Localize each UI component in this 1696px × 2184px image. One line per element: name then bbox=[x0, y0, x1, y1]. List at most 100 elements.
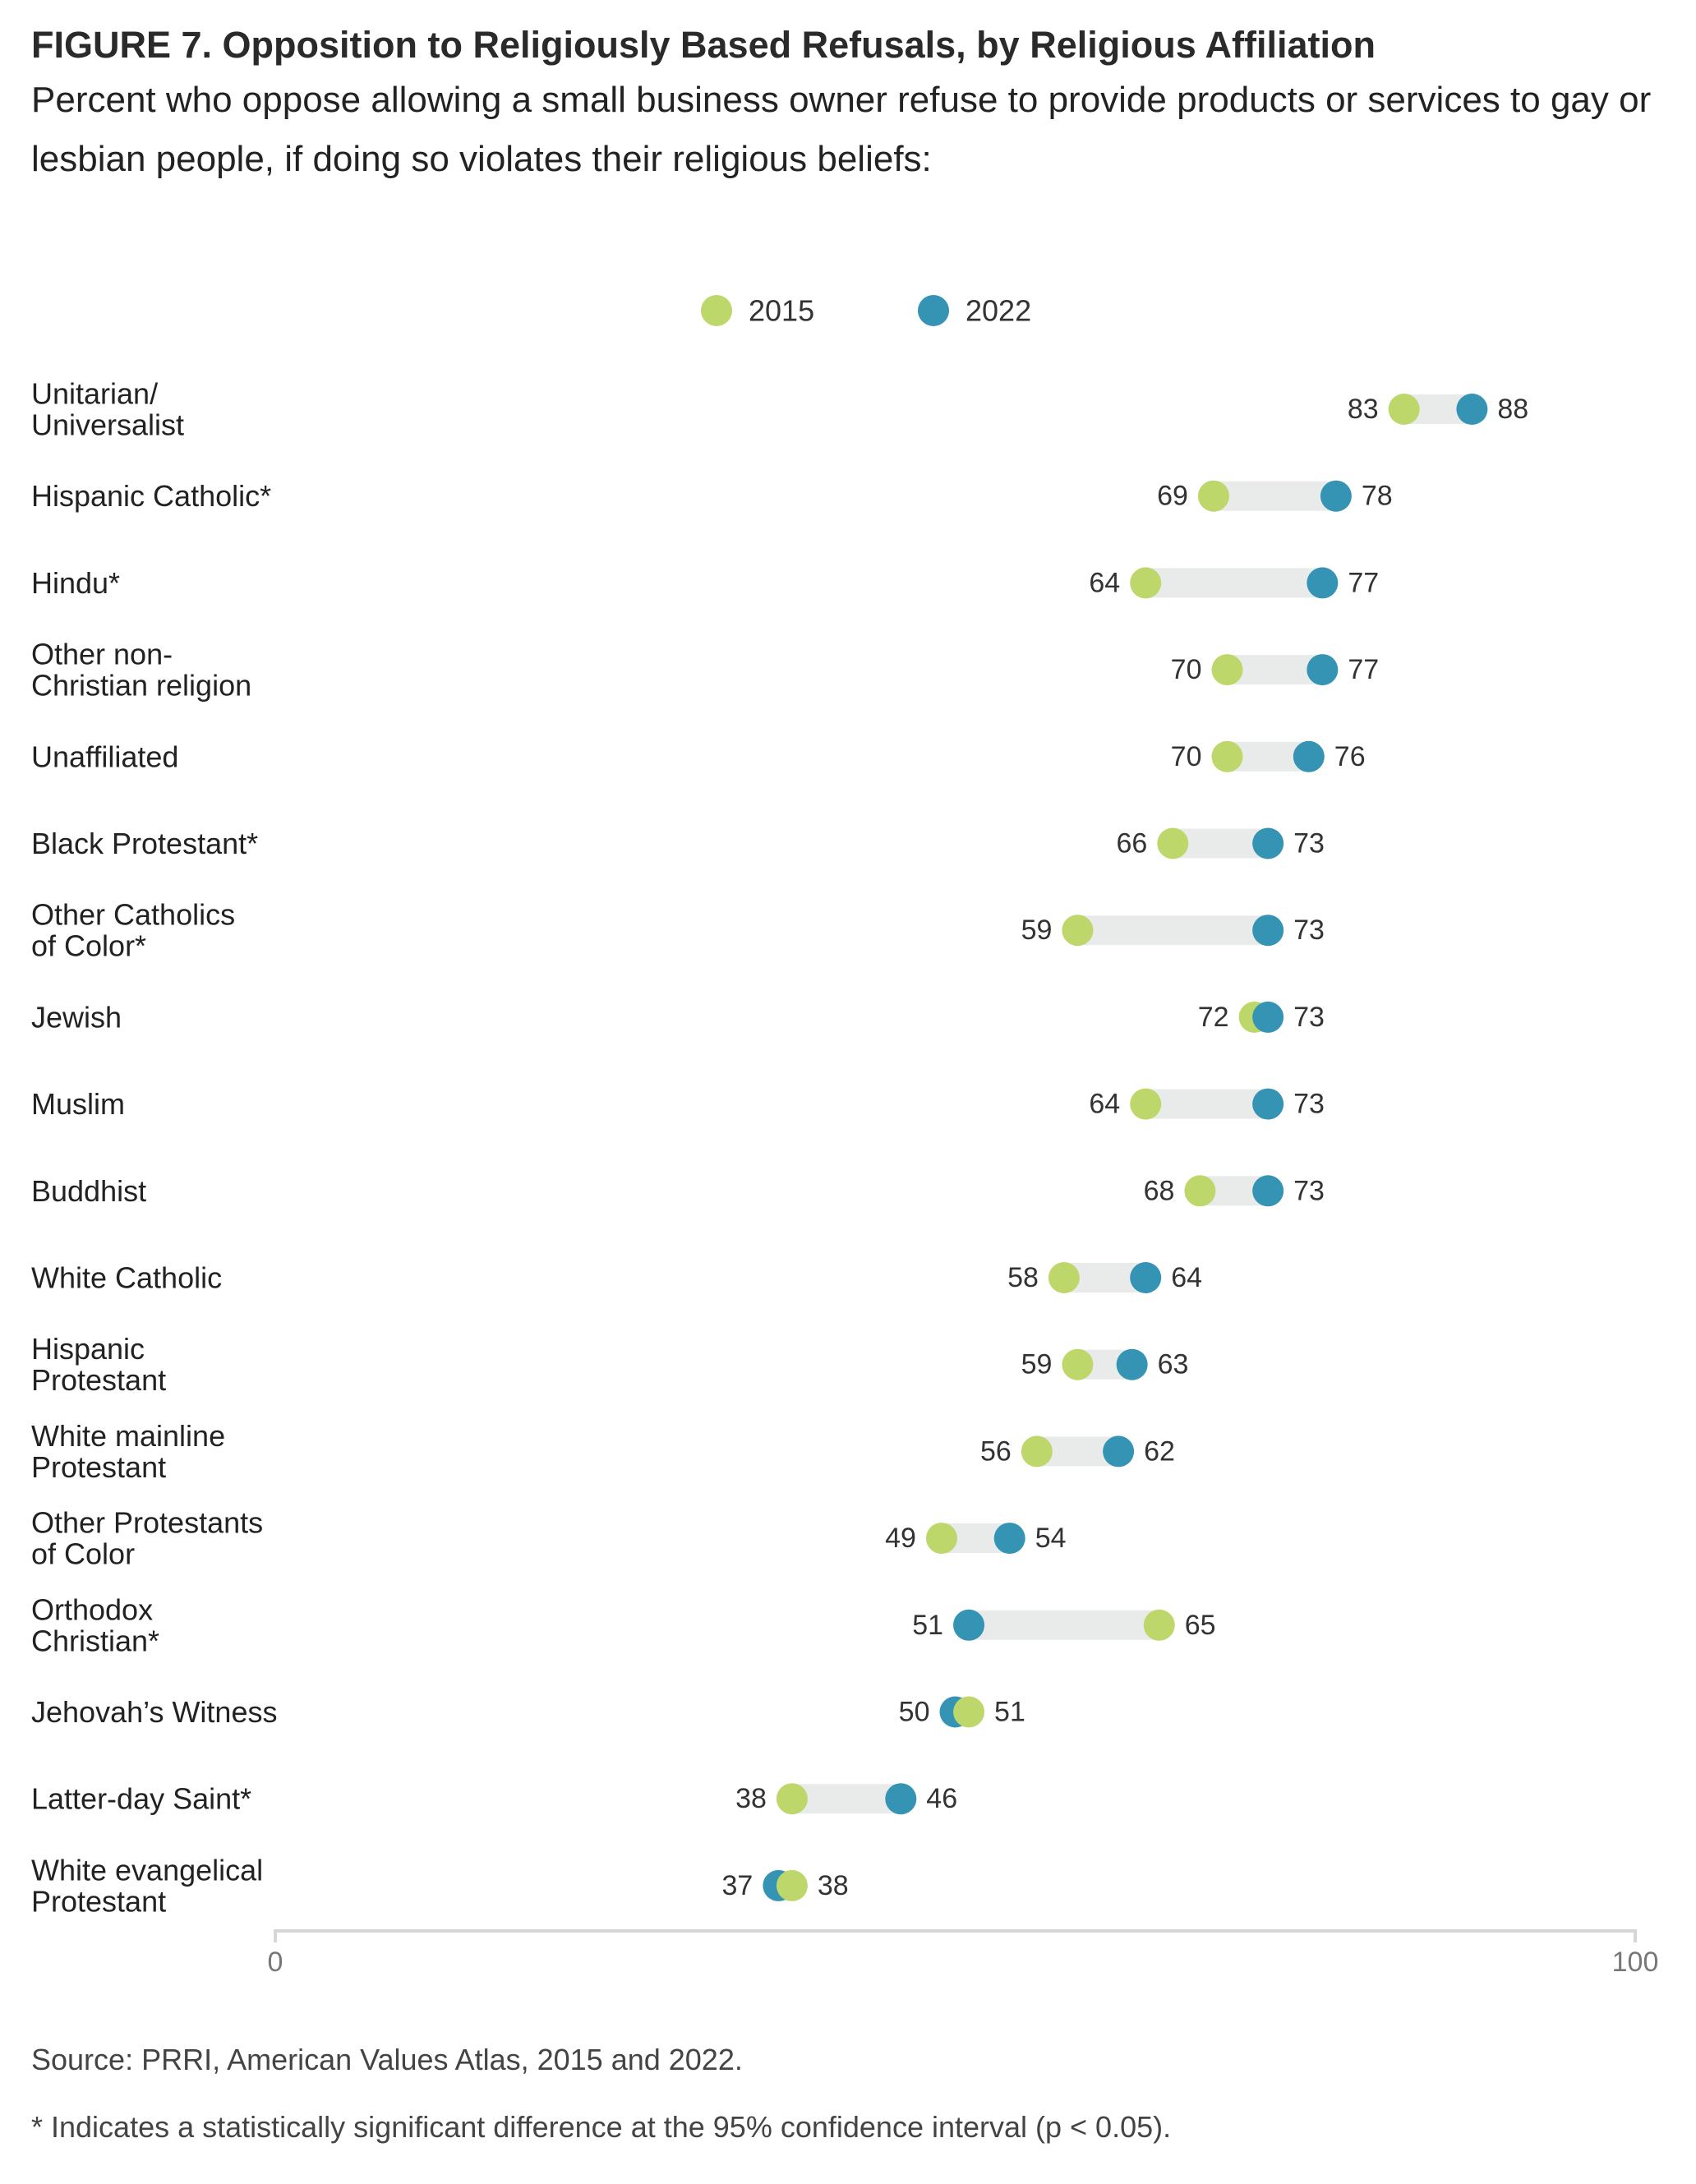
category-label: Unitarian/Universalist bbox=[31, 377, 184, 442]
point-2015 bbox=[1211, 740, 1243, 772]
category-label: Other non-Christian religion bbox=[31, 638, 251, 703]
range-track bbox=[791, 1784, 901, 1814]
value-label-2015: 70 bbox=[1171, 741, 1202, 772]
value-label-2015: 59 bbox=[1021, 915, 1053, 946]
point-2022 bbox=[993, 1523, 1025, 1555]
point-2015 bbox=[776, 1783, 808, 1815]
value-label-2022: 63 bbox=[1158, 1349, 1189, 1380]
category-label: Hispanic Protestant bbox=[31, 1332, 166, 1397]
value-label-2015: 58 bbox=[1007, 1262, 1039, 1293]
value-label-2015: 64 bbox=[1089, 1089, 1120, 1120]
value-label-2015: 49 bbox=[885, 1523, 916, 1554]
value-label-2022: 54 bbox=[1035, 1523, 1067, 1554]
x-tick-label: 0 bbox=[268, 1947, 283, 1978]
value-label-2022: 50 bbox=[899, 1697, 930, 1728]
range-track bbox=[1173, 828, 1269, 859]
category-label: Other Catholics of Color* bbox=[31, 898, 235, 963]
point-2015 bbox=[953, 1696, 985, 1728]
value-label-2015: 68 bbox=[1144, 1175, 1175, 1206]
value-label-2015: 38 bbox=[818, 1870, 849, 1901]
legend-label-2022: 2022 bbox=[966, 294, 1031, 328]
value-label-2015: 65 bbox=[1185, 1610, 1216, 1641]
value-label-2015: 83 bbox=[1348, 394, 1379, 425]
category-label: Orthodox Christian* bbox=[31, 1592, 159, 1657]
chart-header: FIGURE 7. Opposition to Religiously Base… bbox=[31, 20, 1666, 189]
point-2015 bbox=[1021, 1435, 1053, 1468]
category-label: Jehovah’s Witness bbox=[31, 1695, 277, 1729]
point-2022 bbox=[1320, 480, 1352, 512]
value-label-2022: 78 bbox=[1362, 481, 1393, 512]
legend-marker-2022 bbox=[918, 295, 949, 326]
point-2022 bbox=[953, 1609, 985, 1641]
category-label: White Catholic bbox=[31, 1261, 222, 1295]
point-2022 bbox=[1103, 1435, 1135, 1468]
category-label: Latter-day Saint* bbox=[31, 1782, 251, 1816]
point-2022 bbox=[1307, 567, 1339, 599]
value-label-2022: 73 bbox=[1293, 1089, 1325, 1120]
value-label-2022: 64 bbox=[1171, 1262, 1202, 1293]
point-2022 bbox=[1130, 1262, 1162, 1293]
value-label-2022: 37 bbox=[722, 1870, 754, 1901]
value-label-2022: 73 bbox=[1293, 915, 1325, 946]
legend-label-2015: 2015 bbox=[749, 294, 814, 328]
category-label: White mainline Protestant bbox=[31, 1419, 225, 1484]
point-2015 bbox=[1197, 480, 1229, 512]
value-label-2022: 73 bbox=[1293, 1175, 1325, 1206]
value-label-2015: 56 bbox=[980, 1435, 1012, 1467]
point-2022 bbox=[1252, 915, 1284, 947]
point-2015 bbox=[1062, 1348, 1094, 1380]
range-track bbox=[1213, 481, 1336, 511]
point-2015 bbox=[1130, 1088, 1162, 1120]
point-2015 bbox=[776, 1869, 808, 1901]
category-label: Muslim bbox=[31, 1087, 125, 1121]
point-2015 bbox=[1143, 1609, 1175, 1641]
point-2022 bbox=[1116, 1348, 1148, 1380]
category-label: Buddhist bbox=[31, 1174, 146, 1208]
range-track bbox=[969, 1610, 1159, 1640]
category-label: Other Protestants of Color bbox=[31, 1506, 263, 1571]
source-note: Source: PRRI, American Values Atlas, 201… bbox=[31, 2043, 743, 2076]
value-label-2015: 69 bbox=[1157, 481, 1188, 512]
value-label-2022: 77 bbox=[1348, 654, 1379, 685]
legend-marker-2015 bbox=[701, 295, 732, 326]
point-2015 bbox=[1184, 1175, 1216, 1207]
dumbbell-chart: 2015 2022 Unitarian/Universalist 83 88 Hispan… bbox=[31, 294, 1659, 1979]
point-2015 bbox=[1157, 827, 1189, 859]
point-2022 bbox=[1252, 1175, 1284, 1207]
value-label-2015: 51 bbox=[994, 1697, 1025, 1728]
point-2022 bbox=[1307, 654, 1339, 686]
value-label-2022: 76 bbox=[1334, 741, 1366, 772]
x-tick-label: 100 bbox=[1612, 1947, 1659, 1978]
value-label-2015: 64 bbox=[1089, 567, 1120, 598]
value-label-2015: 38 bbox=[735, 1783, 767, 1814]
point-2022 bbox=[1293, 740, 1325, 772]
chart-title: FIGURE 7. Opposition to Religiously Base… bbox=[31, 24, 1376, 66]
point-2015 bbox=[925, 1523, 957, 1555]
value-label-2015: 72 bbox=[1198, 1002, 1229, 1033]
point-2022 bbox=[1252, 1088, 1284, 1120]
point-2015 bbox=[1388, 394, 1420, 425]
range-track bbox=[1227, 655, 1323, 685]
point-2015 bbox=[1048, 1262, 1080, 1293]
category-label: Unaffiliated bbox=[31, 740, 178, 773]
significance-note: * Indicates a statistically significant … bbox=[31, 2110, 1172, 2144]
value-label-2022: 46 bbox=[926, 1783, 957, 1814]
value-label-2015: 70 bbox=[1171, 654, 1202, 685]
point-2022 bbox=[1252, 827, 1284, 859]
value-label-2022: 77 bbox=[1348, 567, 1379, 598]
category-label: Black Protestant* bbox=[31, 827, 258, 860]
range-track bbox=[1145, 1089, 1269, 1119]
range-track bbox=[1145, 568, 1323, 598]
chart-subtitle: Percent who oppose allowing a small busi… bbox=[31, 80, 1652, 179]
point-2022 bbox=[885, 1783, 917, 1815]
point-2015 bbox=[1062, 915, 1094, 947]
point-2015 bbox=[1211, 654, 1243, 686]
category-label: Hispanic Catholic* bbox=[31, 479, 271, 513]
point-2015 bbox=[1130, 567, 1162, 599]
range-track bbox=[1077, 915, 1269, 946]
value-label-2022: 51 bbox=[912, 1610, 943, 1641]
category-label: Jewish bbox=[31, 1000, 122, 1034]
point-2022 bbox=[1252, 1001, 1284, 1033]
value-label-2022: 73 bbox=[1293, 828, 1325, 859]
value-label-2022: 73 bbox=[1293, 1002, 1325, 1033]
